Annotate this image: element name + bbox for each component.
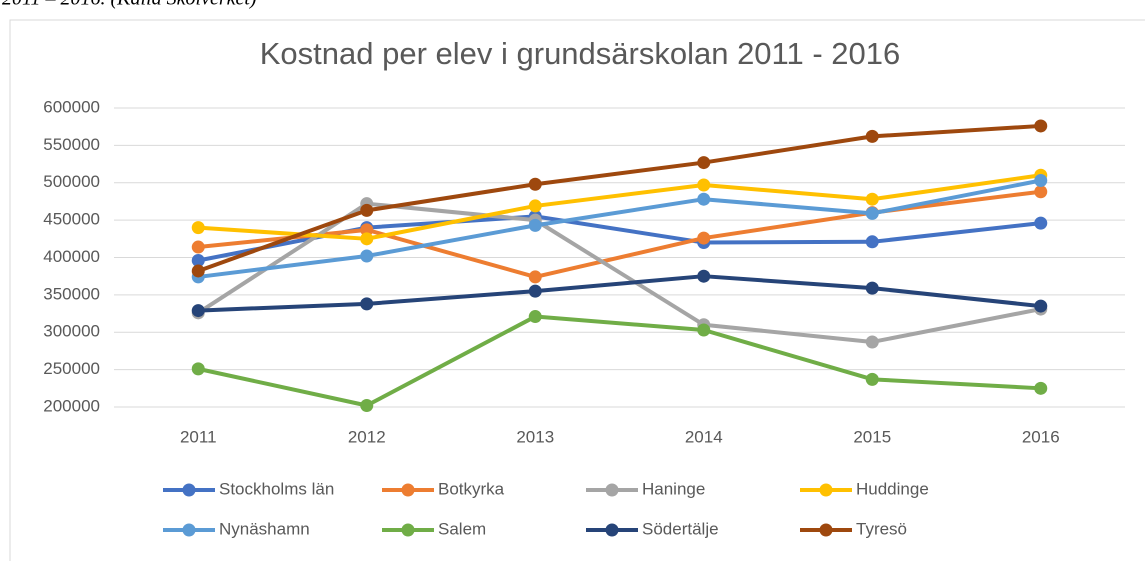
caption: 2011 – 2016. (Källa Skolverket) bbox=[2, 0, 257, 10]
legend-label: Södertälje bbox=[642, 519, 719, 538]
legend-label: Stockholms län bbox=[219, 479, 334, 498]
chart-border bbox=[9, 19, 1145, 561]
y-tick-label: 450000 bbox=[43, 210, 100, 229]
series-line bbox=[197, 314, 1041, 408]
point bbox=[360, 203, 374, 217]
legend-label: Nynäshamn bbox=[219, 519, 310, 538]
y-tick-label: 350000 bbox=[43, 284, 100, 303]
legend-marker bbox=[401, 483, 415, 497]
point bbox=[191, 221, 205, 235]
x-tick-label: 2014 bbox=[685, 427, 723, 446]
point bbox=[697, 192, 711, 206]
point bbox=[528, 284, 542, 298]
y-tick-label: 550000 bbox=[43, 135, 100, 154]
series-line bbox=[197, 123, 1041, 273]
point bbox=[865, 372, 879, 386]
point bbox=[1034, 119, 1048, 133]
point bbox=[528, 199, 542, 213]
y-tick-label: 500000 bbox=[43, 172, 100, 191]
legend-label: Haninge bbox=[642, 479, 705, 498]
point bbox=[697, 231, 711, 245]
point bbox=[865, 206, 879, 220]
x-tick-label: 2015 bbox=[853, 427, 891, 446]
point bbox=[865, 129, 879, 143]
series-line bbox=[198, 178, 1042, 279]
x-tick-label: 2016 bbox=[1022, 427, 1060, 446]
point bbox=[360, 297, 374, 311]
point bbox=[865, 192, 879, 206]
point bbox=[697, 178, 711, 192]
point bbox=[865, 235, 879, 249]
point bbox=[191, 362, 205, 376]
point bbox=[191, 304, 205, 318]
point bbox=[528, 270, 542, 284]
legend-label: Salem bbox=[438, 519, 486, 538]
point bbox=[360, 249, 374, 263]
point bbox=[360, 232, 374, 246]
x-tick-label: 2012 bbox=[348, 427, 386, 446]
x-tick-label: 2013 bbox=[516, 427, 554, 446]
y-tick-label: 300000 bbox=[43, 322, 100, 341]
point bbox=[528, 218, 542, 232]
point bbox=[528, 310, 542, 324]
point bbox=[360, 223, 374, 237]
point bbox=[528, 177, 542, 191]
point bbox=[191, 264, 205, 278]
point bbox=[1034, 299, 1048, 313]
point bbox=[1034, 185, 1048, 199]
legend-label: Huddinge bbox=[856, 479, 929, 498]
point bbox=[1034, 174, 1048, 188]
point bbox=[697, 156, 711, 170]
x-tick-label: 2011 bbox=[180, 427, 217, 446]
point bbox=[865, 335, 879, 349]
legend-marker bbox=[605, 483, 619, 497]
point bbox=[697, 323, 711, 337]
point bbox=[1034, 381, 1048, 395]
legend-marker bbox=[819, 483, 833, 497]
point bbox=[191, 240, 205, 254]
point bbox=[697, 269, 711, 283]
legend-marker bbox=[182, 523, 196, 537]
legend-label: Botkyrka bbox=[438, 479, 505, 498]
series-line bbox=[198, 173, 1042, 241]
point bbox=[865, 281, 879, 295]
series-line bbox=[198, 274, 1041, 313]
y-tick-label: 250000 bbox=[43, 359, 100, 378]
chart-title: Kostnad per elev i grundsärskolan 2011 -… bbox=[260, 36, 901, 71]
legend-marker bbox=[605, 523, 619, 537]
point bbox=[1034, 216, 1048, 230]
point bbox=[191, 253, 205, 267]
legend-marker bbox=[182, 483, 196, 497]
y-tick-label: 600000 bbox=[43, 97, 100, 116]
legend-label: Tyresö bbox=[856, 519, 907, 538]
legend-marker bbox=[401, 523, 415, 537]
legend-marker bbox=[819, 523, 833, 537]
y-tick-label: 400000 bbox=[43, 247, 100, 266]
y-tick-label: 200000 bbox=[43, 396, 100, 415]
point bbox=[360, 399, 374, 413]
